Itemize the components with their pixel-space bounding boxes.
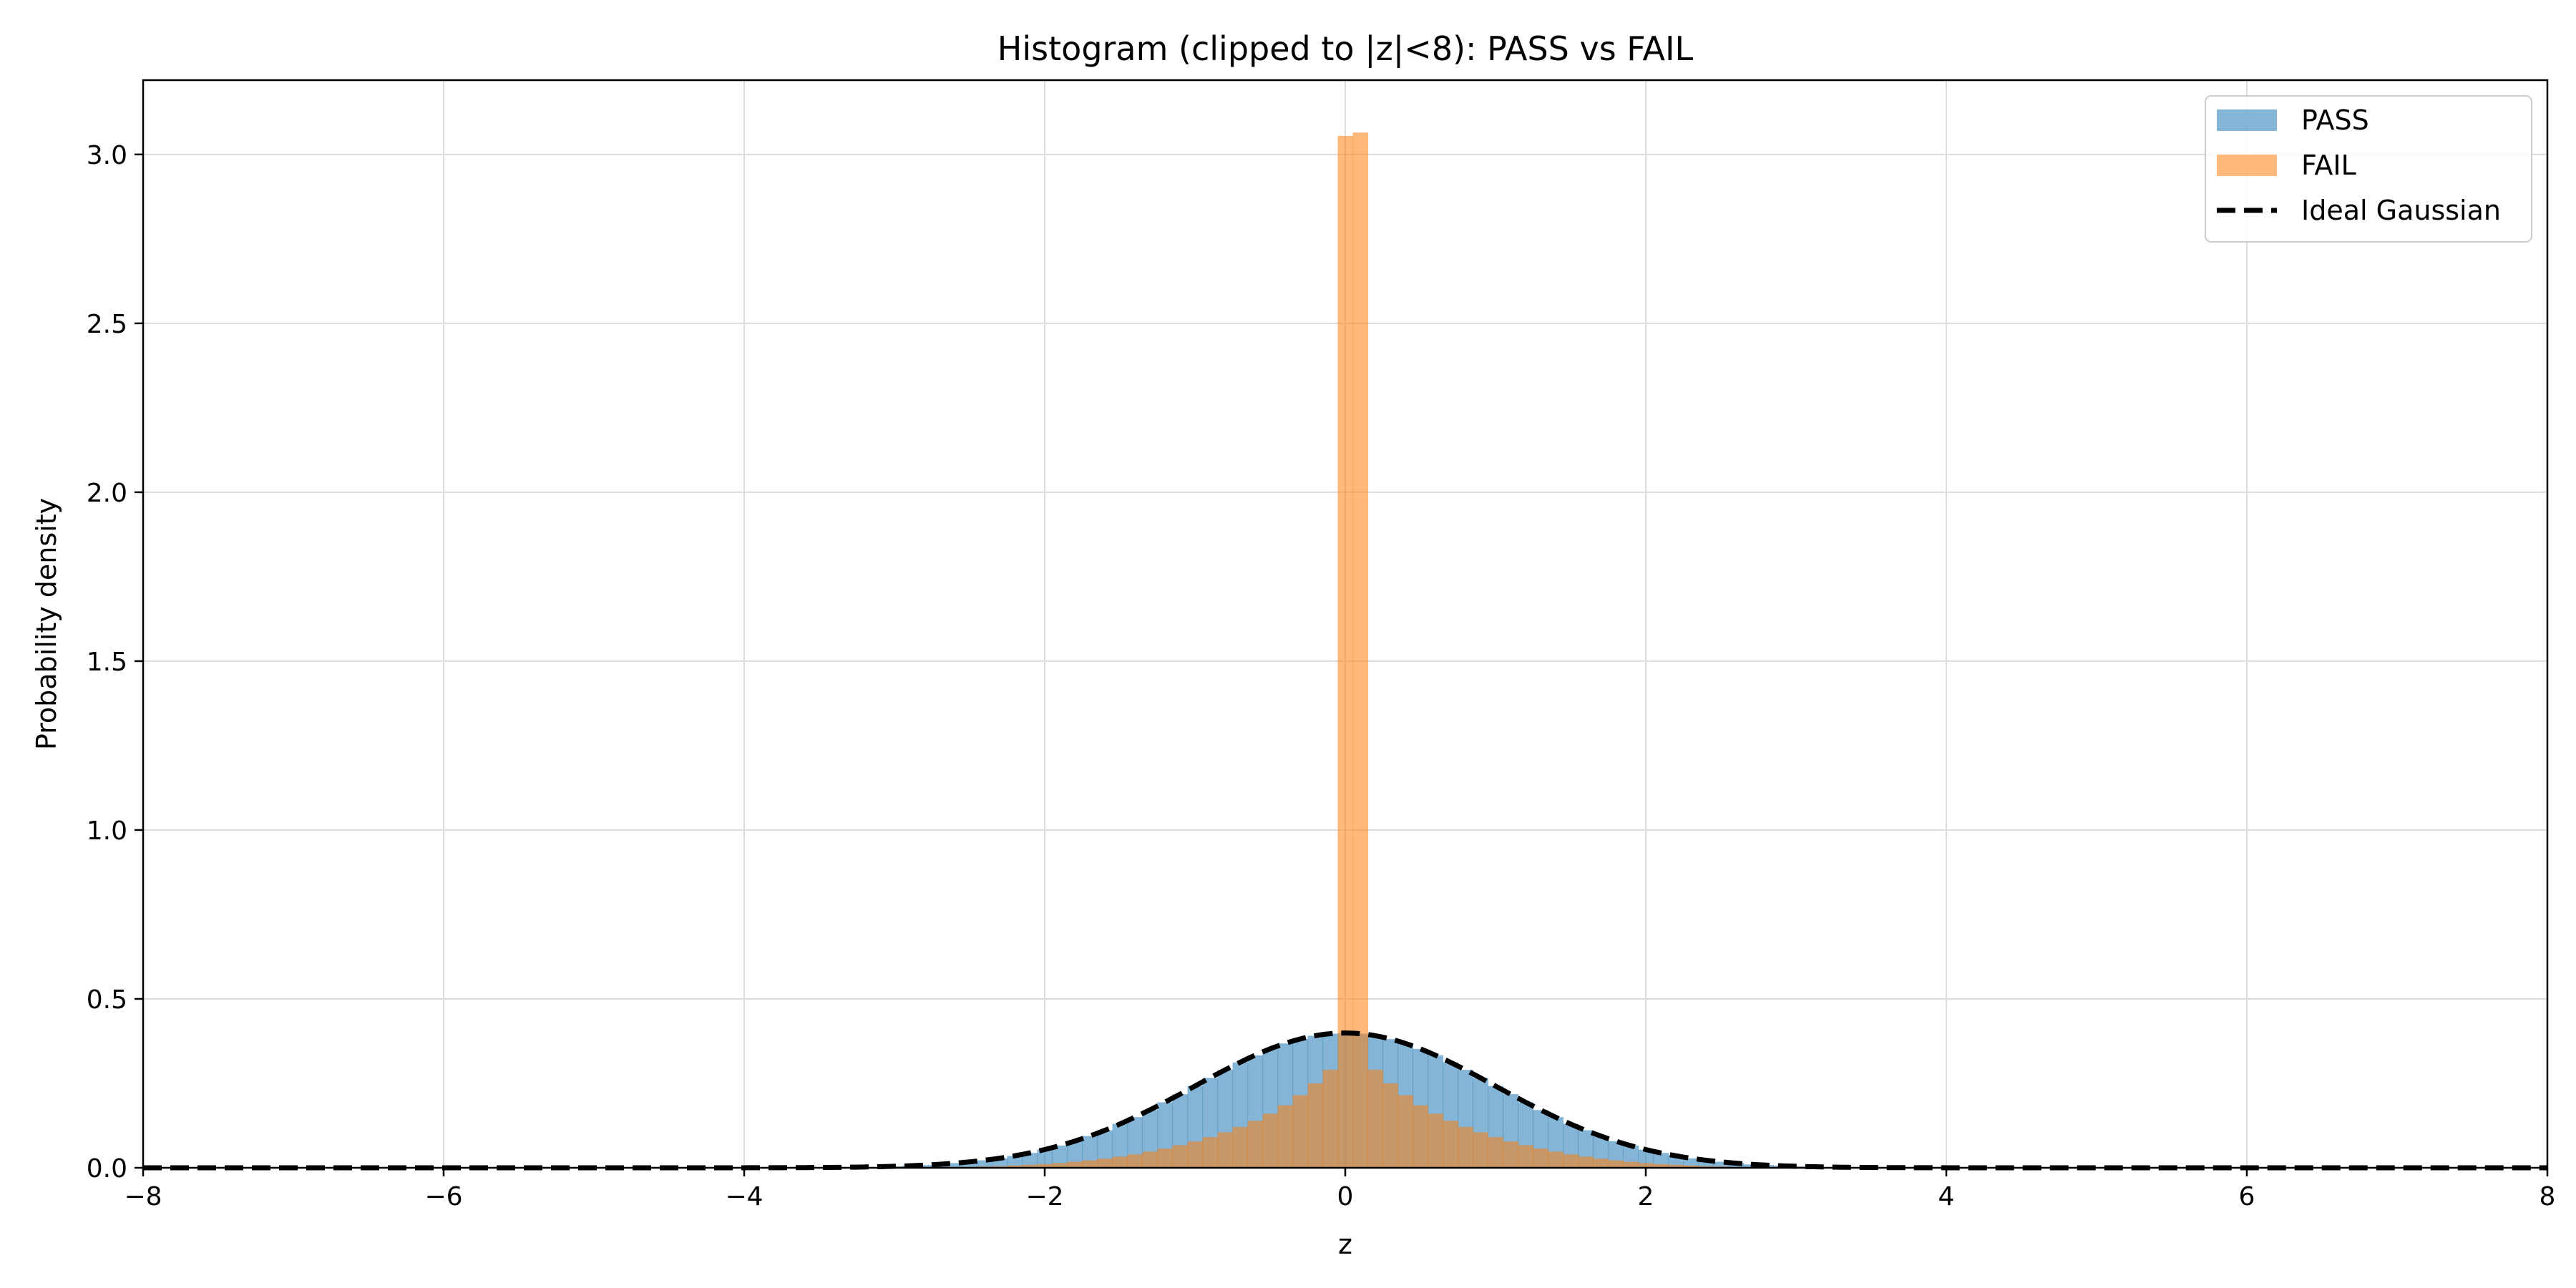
fail-bar xyxy=(1638,1163,1654,1168)
pass-bar xyxy=(1067,1141,1083,1168)
pass-bar xyxy=(917,1165,933,1168)
fail-bar xyxy=(1292,1095,1309,1168)
x-tick-label: 6 xyxy=(2239,1182,2255,1211)
legend-label-ideal-gaussian: Ideal Gaussian xyxy=(2301,195,2501,226)
fail-bar xyxy=(1653,1163,1669,1168)
fail-bar xyxy=(1277,1105,1294,1168)
fail-bar xyxy=(1397,1095,1414,1168)
pass-bar xyxy=(1007,1156,1023,1168)
fail-bar xyxy=(1473,1132,1489,1168)
fail-bar xyxy=(1127,1154,1143,1168)
fail-bar xyxy=(1157,1148,1174,1168)
x-axis-label: z xyxy=(1338,1229,1352,1260)
pass-bar xyxy=(1082,1136,1098,1168)
x-tick-label: 4 xyxy=(1938,1182,1955,1211)
fail-bar xyxy=(1563,1154,1579,1168)
fail-bar xyxy=(1593,1158,1609,1168)
x-tick-label: −8 xyxy=(124,1182,162,1211)
pass-bar xyxy=(1698,1160,1714,1168)
legend-label-pass: PASS xyxy=(2301,104,2369,136)
pass-bar xyxy=(1037,1149,1053,1168)
fail-bar xyxy=(1022,1164,1038,1168)
legend-label-fail: FAIL xyxy=(2301,150,2356,181)
fail-bar xyxy=(1518,1145,1534,1168)
fail-bar xyxy=(1217,1132,1234,1168)
fail-bar xyxy=(1608,1160,1624,1168)
fail-bar xyxy=(1352,132,1369,1168)
fail-bar xyxy=(1548,1151,1564,1168)
x-tick-label: −6 xyxy=(424,1182,462,1211)
fail-bar xyxy=(1503,1141,1519,1168)
y-tick-label: 0.5 xyxy=(87,985,127,1015)
fail-bar xyxy=(1367,1070,1384,1168)
fail-bar xyxy=(1458,1126,1474,1168)
pass-bar xyxy=(1713,1161,1729,1168)
fail-bar xyxy=(1202,1137,1219,1168)
fail-bar xyxy=(1413,1105,1429,1168)
fail-bar xyxy=(1142,1151,1158,1168)
y-tick-label: 3.0 xyxy=(87,141,127,170)
chart-title: Histogram (clipped to |z|<8): PASS vs FA… xyxy=(997,29,1694,69)
y-tick-label: 0.0 xyxy=(87,1154,127,1184)
x-tick-label: −4 xyxy=(725,1182,763,1211)
fail-bar xyxy=(1533,1148,1549,1168)
fail-bar xyxy=(1623,1161,1639,1168)
pass-bar xyxy=(1683,1158,1699,1168)
x-tick-label: 2 xyxy=(1638,1182,1654,1211)
fail-bar xyxy=(1187,1141,1204,1168)
fail-bar xyxy=(1443,1121,1459,1168)
pass-bar xyxy=(1052,1145,1068,1168)
legend: PASS FAIL Ideal Gaussian xyxy=(2205,95,2532,243)
pass-bar xyxy=(1097,1130,1113,1168)
fail-bar xyxy=(1488,1137,1504,1168)
fail-bar xyxy=(1382,1083,1399,1168)
fail-bar xyxy=(1428,1113,1444,1168)
fail-bar xyxy=(1172,1145,1189,1168)
fail-bar xyxy=(1007,1165,1023,1168)
fail-bar xyxy=(1097,1158,1113,1168)
y-tick-label: 1.5 xyxy=(87,648,127,677)
fail-bar xyxy=(1337,135,1354,1168)
fail-bar xyxy=(1067,1161,1083,1168)
pass-bar xyxy=(1653,1153,1669,1168)
fail-bar xyxy=(1668,1164,1684,1168)
fail-bar xyxy=(1232,1126,1249,1168)
fail-bar xyxy=(1307,1083,1324,1168)
legend-swatch-fail xyxy=(2217,155,2277,176)
y-tick-label: 1.0 xyxy=(87,816,127,846)
y-tick-label: 2.5 xyxy=(87,310,127,339)
fail-bar xyxy=(1247,1121,1264,1168)
fail-bar xyxy=(1578,1156,1594,1168)
fail-bar xyxy=(1112,1156,1128,1168)
fail-bar xyxy=(1262,1113,1279,1168)
pass-bar xyxy=(962,1161,978,1168)
y-axis-label: Probability density xyxy=(31,498,62,750)
legend-box xyxy=(2205,95,2532,243)
x-tick-label: −2 xyxy=(1025,1182,1063,1211)
fail-bar xyxy=(1037,1163,1053,1168)
fail-bar xyxy=(1082,1160,1098,1168)
pass-bar xyxy=(977,1160,993,1168)
y-tick-label: 2.0 xyxy=(87,479,127,508)
x-tick-label: 0 xyxy=(1337,1182,1354,1211)
histogram-bars xyxy=(887,132,1805,1168)
fail-bar xyxy=(1322,1070,1339,1168)
axes: −8 −6 −4 −2 0 2 4 6 8 0.0 0.5 1.0 1.5 2.0 2.5 3.0 xyxy=(87,141,2556,1211)
fail-bar xyxy=(1683,1165,1699,1168)
fail-bar xyxy=(1052,1163,1068,1168)
pass-bar xyxy=(1022,1153,1038,1168)
x-tick-label: 8 xyxy=(2540,1182,2556,1211)
pass-bar xyxy=(947,1163,963,1168)
legend-swatch-pass xyxy=(2217,109,2277,131)
